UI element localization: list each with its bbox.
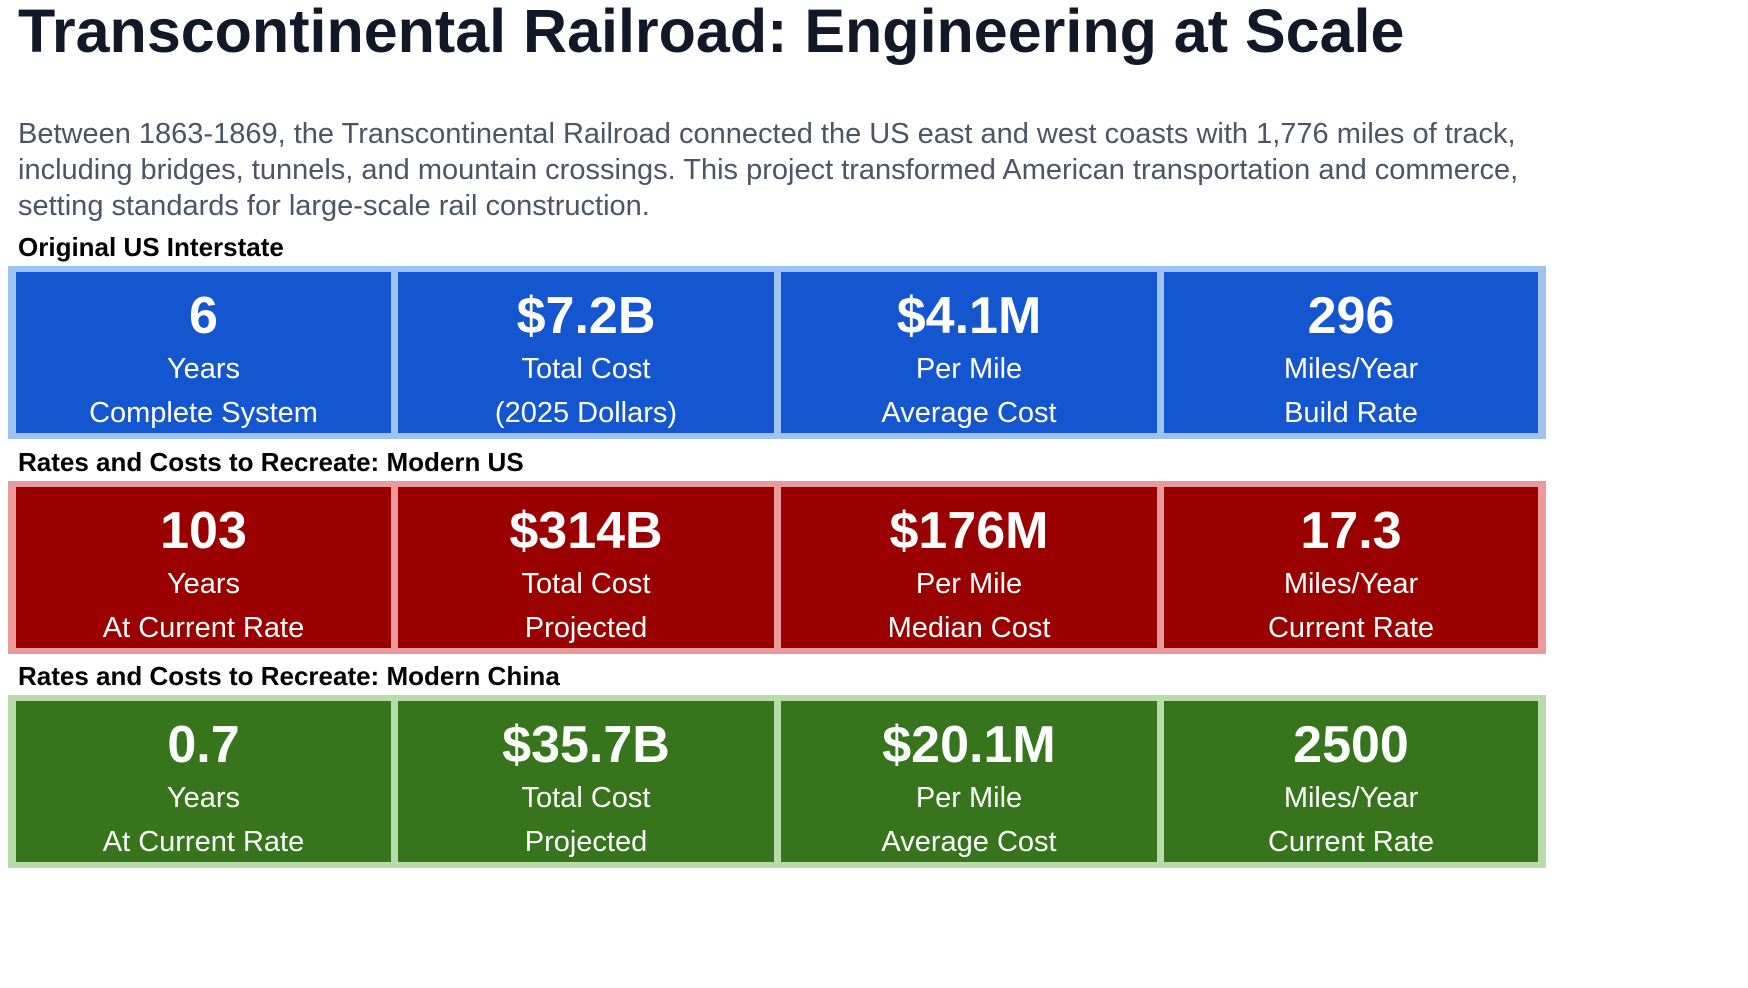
stat-label: Miles/Year bbox=[1283, 353, 1419, 385]
stat-value: $176M bbox=[889, 502, 1049, 560]
stat-label: Per Mile bbox=[915, 353, 1023, 385]
page-title: Transcontinental Railroad: Engineering a… bbox=[18, 0, 1405, 65]
section-label-original-us: Original US Interstate bbox=[18, 232, 284, 262]
stats-band-original-us: 6 Years Complete System $7.2B Total Cost… bbox=[8, 266, 1546, 439]
stat-label: Total Cost bbox=[521, 353, 651, 385]
stat-value: 2500 bbox=[1293, 716, 1409, 774]
stat-tile-per-mile: $176M Per Mile Median Cost bbox=[781, 487, 1157, 648]
section-label-modern-china: Rates and Costs to Recreate: Modern Chin… bbox=[18, 661, 560, 691]
stat-sublabel: Average Cost bbox=[881, 826, 1057, 858]
stat-tile-years: 103 Years At Current Rate bbox=[16, 487, 391, 648]
stat-sublabel: Current Rate bbox=[1267, 826, 1434, 858]
stat-label: Miles/Year bbox=[1283, 782, 1419, 814]
stat-tile-per-mile: $4.1M Per Mile Average Cost bbox=[781, 272, 1157, 433]
stat-label: Total Cost bbox=[521, 568, 651, 600]
stat-label: Per Mile bbox=[915, 782, 1023, 814]
stat-tile-years: 6 Years Complete System bbox=[16, 272, 391, 433]
stat-label: Total Cost bbox=[521, 782, 651, 814]
stat-tile-years: 0.7 Years At Current Rate bbox=[16, 701, 391, 862]
stat-sublabel: Projected bbox=[524, 612, 648, 644]
stat-sublabel: Complete System bbox=[89, 397, 318, 429]
stat-sublabel: Current Rate bbox=[1267, 612, 1434, 644]
stats-band-modern-china: 0.7 Years At Current Rate $35.7B Total C… bbox=[8, 695, 1546, 868]
stat-value: $7.2B bbox=[516, 287, 656, 345]
stat-value: $4.1M bbox=[896, 287, 1042, 345]
stat-value: 103 bbox=[160, 502, 247, 560]
stat-sublabel: (2025 Dollars) bbox=[494, 397, 678, 429]
stat-tile-miles-per-year: 296 Miles/Year Build Rate bbox=[1164, 272, 1538, 433]
stat-value: 296 bbox=[1307, 287, 1395, 345]
stat-value: 17.3 bbox=[1300, 502, 1402, 560]
stat-value: $20.1M bbox=[882, 716, 1056, 774]
stat-label: Years bbox=[166, 782, 241, 814]
stat-sublabel: Build Rate bbox=[1284, 397, 1418, 429]
stat-value: $314B bbox=[509, 502, 663, 560]
stat-tile-miles-per-year: 2500 Miles/Year Current Rate bbox=[1164, 701, 1538, 862]
stat-sublabel: Projected bbox=[524, 826, 648, 858]
stat-tile-per-mile: $20.1M Per Mile Average Cost bbox=[781, 701, 1157, 862]
stat-label: Years bbox=[166, 568, 241, 600]
stat-value: 0.7 bbox=[167, 716, 240, 774]
stats-band-modern-us: 103 Years At Current Rate $314B Total Co… bbox=[8, 481, 1546, 654]
stat-value: $35.7B bbox=[502, 716, 670, 774]
stat-sublabel: Average Cost bbox=[881, 397, 1057, 429]
stat-label: Miles/Year bbox=[1283, 568, 1419, 600]
stat-tile-total-cost: $314B Total Cost Projected bbox=[398, 487, 774, 648]
section-label-modern-us: Rates and Costs to Recreate: Modern US bbox=[18, 447, 524, 477]
stat-label: Per Mile bbox=[915, 568, 1023, 600]
stat-tile-miles-per-year: 17.3 Miles/Year Current Rate bbox=[1164, 487, 1538, 648]
stat-label: Years bbox=[166, 353, 241, 385]
stat-tile-total-cost: $35.7B Total Cost Projected bbox=[398, 701, 774, 862]
stat-tile-total-cost: $7.2B Total Cost (2025 Dollars) bbox=[398, 272, 774, 433]
stat-sublabel: At Current Rate bbox=[102, 612, 305, 644]
stat-value: 6 bbox=[189, 287, 218, 345]
intro-paragraph: Between 1863-1869, the Transcontinental … bbox=[18, 118, 1519, 222]
stat-sublabel: Median Cost bbox=[887, 612, 1051, 644]
stat-sublabel: At Current Rate bbox=[102, 826, 305, 858]
